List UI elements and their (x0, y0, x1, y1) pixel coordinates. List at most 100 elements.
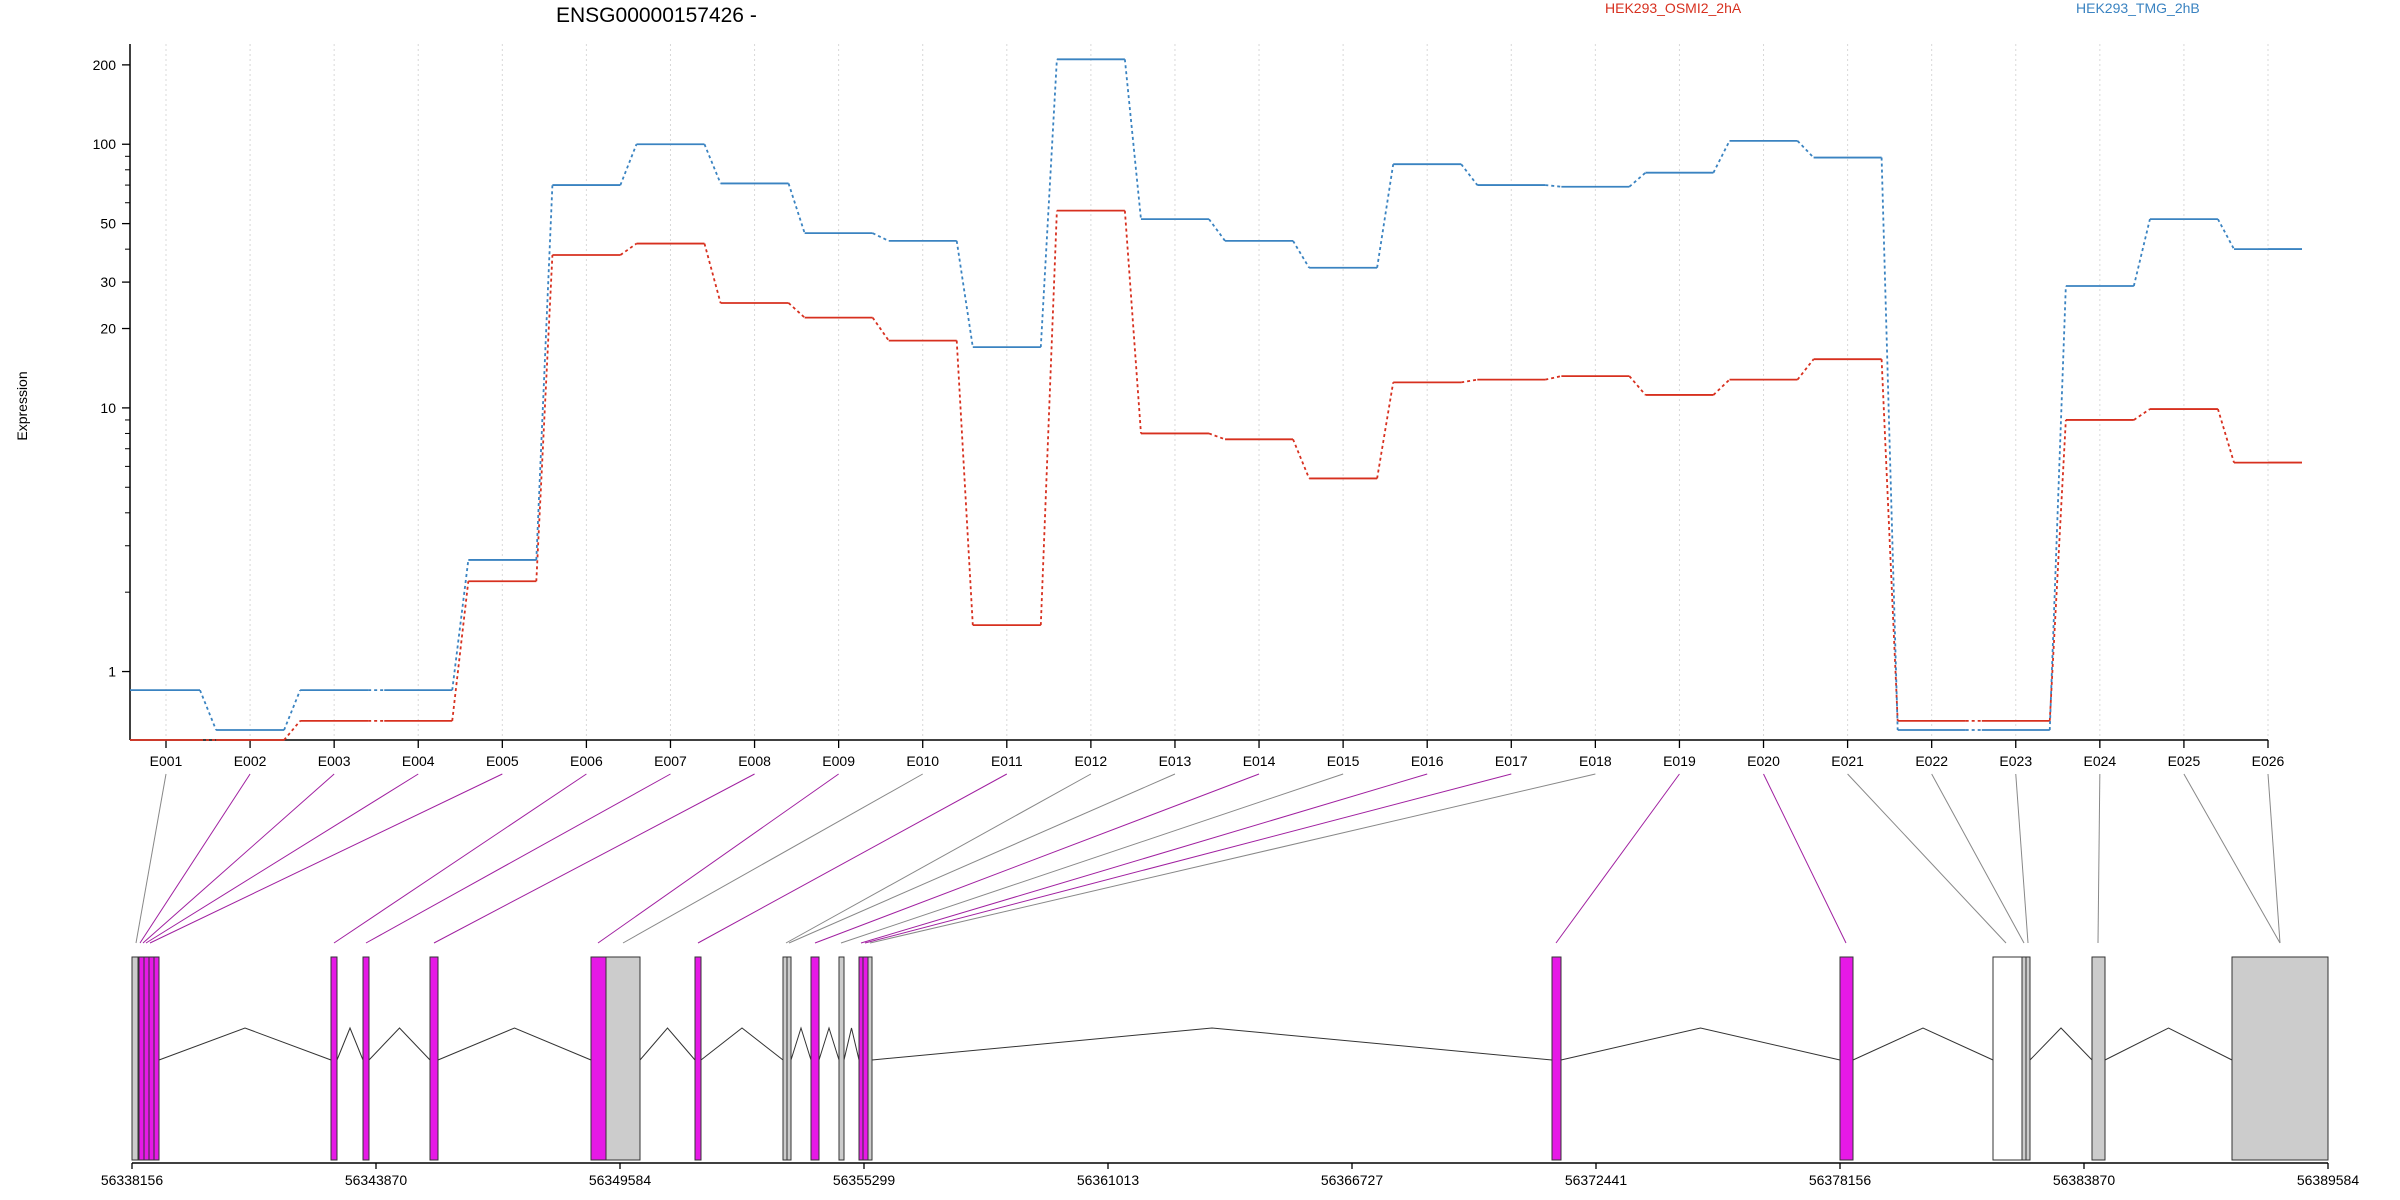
series-1-step-23 (2048, 285, 2067, 731)
series-1-step-4 (451, 559, 470, 691)
series-1-step-9 (872, 232, 890, 242)
series (130, 58, 2302, 741)
intron-11 (1560, 1027, 1841, 1061)
intron-12 (1852, 1027, 1994, 1061)
legend-entry-osmi2: HEK293_OSMI2_2hA (1605, 0, 1742, 16)
x-tick-label-E008: E008 (738, 753, 771, 769)
series-0-step-17 (1545, 375, 1562, 381)
intron-1 (158, 1027, 332, 1061)
series-0-step-14 (1292, 438, 1310, 479)
series-0-step-12 (1123, 210, 1142, 434)
series-1-step-13 (1208, 218, 1226, 242)
x-tick-label-E009: E009 (822, 753, 855, 769)
x-tick-label-E015: E015 (1327, 753, 1360, 769)
exon-block-E023 (2025, 956, 2031, 1161)
y-tick-label-1: 1 (108, 664, 116, 680)
series-1-step-15 (1376, 164, 1395, 268)
series-0-step-6 (619, 242, 638, 256)
exon-block-E016 (858, 956, 864, 1161)
series-0-step-25 (2217, 408, 2235, 463)
exon-block-E010 (605, 956, 641, 1161)
intron-9 (843, 1027, 860, 1061)
exon-link-E010 (622, 773, 923, 944)
series-0-step-16 (1461, 378, 1478, 384)
coord-label-7: 56378156 (1809, 1172, 1872, 1188)
series-0-step-13 (1208, 432, 1226, 441)
series-0-step-11 (1039, 210, 1058, 626)
x-tick-label-E018: E018 (1579, 753, 1612, 769)
x-tick-label-E026: E026 (2252, 753, 2285, 769)
x-tick-label-E016: E016 (1411, 753, 1444, 769)
intron-14 (2104, 1027, 2233, 1061)
series-1-step-16 (1460, 163, 1478, 186)
gene-model: 56338156 56343870 56349584 56355299 56361013… (101, 956, 2360, 1188)
series-1-step-8 (787, 183, 806, 234)
exon-link-E015 (840, 773, 1344, 944)
x-tick-label-E002: E002 (234, 753, 267, 769)
exon-block-E005 (153, 956, 160, 1161)
x-tick-label-E003: E003 (318, 753, 351, 769)
series-1-step-11 (1039, 59, 1058, 348)
axes: 1 10 20 30 50 100 200 E001 E002 E003 E004 E005 E006 E… (93, 44, 2285, 769)
exon-link-E023 (2015, 773, 2029, 944)
x-tick-label-E012: E012 (1075, 753, 1108, 769)
exon-link-E021 (1847, 773, 2007, 944)
exon-block-E009 (590, 956, 607, 1161)
series-1-step-14 (1292, 240, 1310, 269)
exon-link-E008 (433, 773, 755, 944)
exon-block-E025 (2231, 956, 2329, 1161)
exon-link-E024 (2097, 773, 2101, 944)
x-tick-label-E019: E019 (1663, 753, 1696, 769)
coord-label-5: 56366727 (1321, 1172, 1384, 1188)
exon-block-E022 (2021, 956, 2027, 1161)
intron-6 (700, 1027, 784, 1061)
x-tick-label-E004: E004 (402, 753, 435, 769)
series-0-step-19 (1712, 378, 1731, 396)
series-1-step-18 (1628, 172, 1647, 188)
y-tick-label-100: 100 (93, 136, 117, 152)
exon-link-E001 (135, 773, 167, 944)
x-tick-label-E007: E007 (654, 753, 687, 769)
exon-link-E016 (860, 773, 1428, 944)
series-1-step-21 (1880, 157, 1899, 731)
exon-link-E022 (1931, 773, 2025, 944)
y-tick-label-30: 30 (100, 274, 116, 290)
series-1-step-19 (1712, 140, 1731, 174)
intron-7 (790, 1026, 812, 1061)
exon-link-E017 (864, 773, 1512, 944)
series-1-step-2 (283, 689, 301, 731)
exon-block-E018 (867, 956, 873, 1161)
series-0-step-4 (451, 581, 470, 721)
series-0-step-9 (871, 317, 890, 342)
chart-title: ENSG00000157426 - (556, 4, 757, 27)
series-1-step-12 (1123, 59, 1142, 220)
series-1-step-1 (199, 689, 217, 731)
exon-link-E012 (785, 773, 1092, 944)
series-1-step-25 (2217, 218, 2235, 250)
series-HEK293_TMG_2hB (130, 58, 2302, 731)
coord-label-4: 56361013 (1077, 1172, 1140, 1188)
x-tick-label-E020: E020 (1747, 753, 1780, 769)
intron-5 (639, 1027, 696, 1061)
series-0-step-10 (955, 340, 974, 626)
x-tick-label-E006: E006 (570, 753, 603, 769)
intron-3 (368, 1027, 431, 1061)
exon-block-E024 (2091, 956, 2106, 1161)
x-tick-label-E005: E005 (486, 753, 519, 769)
exon-block-E006 (330, 956, 338, 1161)
x-tick-label-E014: E014 (1243, 753, 1276, 769)
series-0-step-23 (2048, 419, 2067, 721)
exon-block-E008 (429, 956, 439, 1161)
exon-link-E002 (139, 773, 251, 944)
exon-block-E007 (362, 956, 370, 1161)
exon-block-E019 (1551, 956, 1562, 1161)
exon-block-E015 (838, 956, 845, 1161)
series-1-step-17 (1545, 184, 1562, 188)
exon-link-E025 (2183, 773, 2281, 944)
coord-label-6: 56372441 (1565, 1172, 1628, 1188)
exon-block-E017 (862, 956, 869, 1161)
grid (165, 44, 2269, 740)
series-1-step-20 (1796, 140, 1815, 159)
x-tick-label-E021: E021 (1831, 753, 1864, 769)
coord-label-9: 56389584 (2297, 1172, 2360, 1188)
